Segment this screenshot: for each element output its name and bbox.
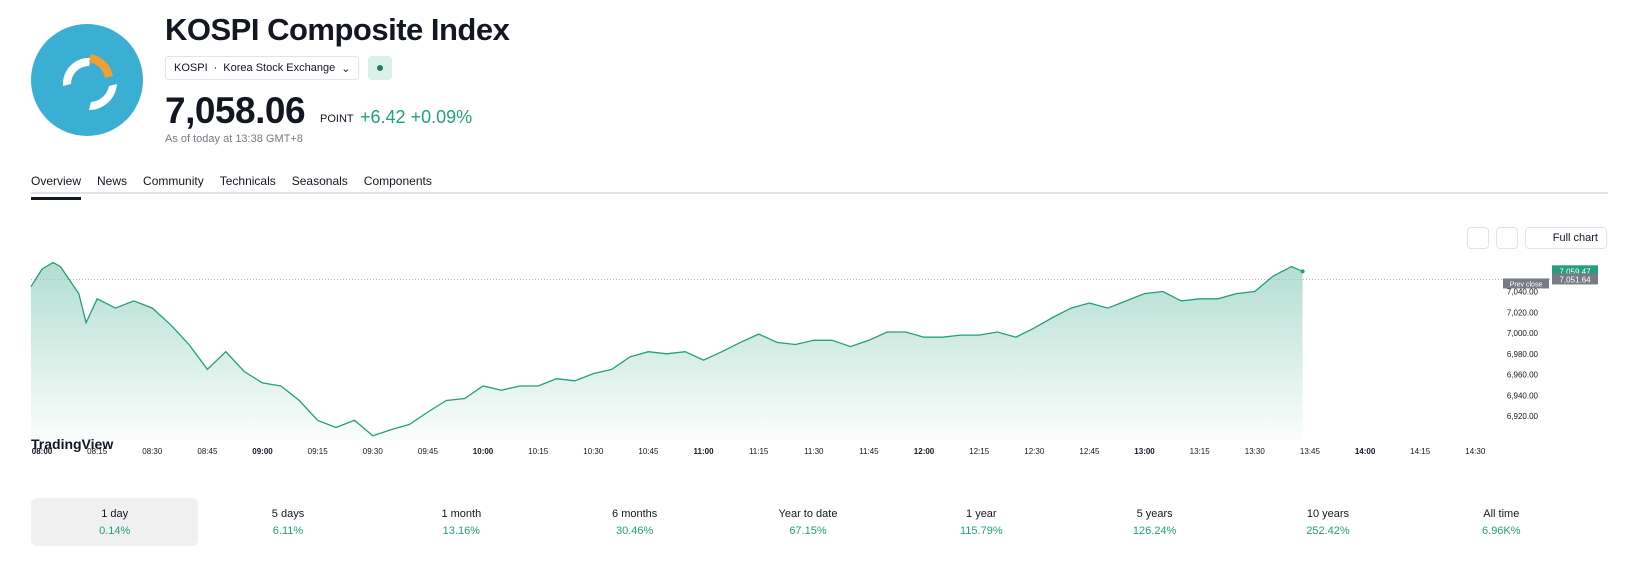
y-tick-label: 7,040.00 — [1507, 288, 1539, 297]
tab[interactable]: Overview — [31, 174, 82, 200]
period[interactable]: Year to date 67.15% — [724, 498, 891, 546]
y-tick-label: 7,020.00 — [1507, 308, 1539, 317]
x-tick-label: 13:00 — [1134, 447, 1155, 456]
unit: POINT — [320, 113, 354, 125]
x-tick-label: 12:00 — [914, 447, 935, 456]
x-tick-label: 14:00 — [1355, 447, 1376, 456]
x-tick-label: 08:30 — [142, 447, 163, 456]
tab[interactable]: Technicals — [219, 174, 276, 188]
period-label: 1 year — [966, 508, 997, 520]
x-tick-label: 08:15 — [87, 447, 108, 456]
x-tick-label: 13:45 — [1300, 447, 1321, 456]
x-tick-label: 08:45 — [197, 447, 218, 456]
period-label: Year to date — [778, 508, 838, 520]
period-label: 6 months — [612, 508, 658, 520]
symbol: KOSPI — [174, 62, 208, 74]
period-label: 10 years — [1306, 508, 1350, 520]
divider — [31, 192, 1608, 194]
line — [30, 261, 1303, 437]
period[interactable]: 5 years 126.24% — [1071, 498, 1238, 546]
x-tick-label: 11:00 — [694, 447, 715, 456]
x-tick-label: 10:30 — [583, 447, 604, 456]
tab[interactable]: Community — [143, 174, 204, 188]
status-button[interactable] — [368, 56, 392, 80]
period-label: 1 day — [101, 508, 129, 520]
x-tick-label: 10:00 — [473, 447, 494, 456]
period[interactable]: All time 6.96K% — [1418, 498, 1585, 546]
tab[interactable]: News — [97, 174, 128, 188]
tab[interactable]: Components — [363, 174, 432, 188]
tabs: Overview News Community Technicals Seasonals… — [31, 174, 432, 200]
tab[interactable]: Seasonals — [291, 174, 348, 188]
period-change: 30.46% — [615, 525, 654, 537]
y-tick-label: 7,000.00 — [1507, 329, 1539, 338]
price-badge — [1552, 273, 1598, 285]
as-of: As of today at 13:38 GMT+8 — [165, 133, 303, 145]
period-change: 13.16% — [442, 525, 480, 537]
x-tick-label: 13:15 — [1190, 447, 1211, 456]
exchange: Korea Stock Exchange — [223, 62, 336, 74]
y-tick-label: 6,980.00 — [1507, 350, 1539, 359]
brand: TradingView — [31, 436, 114, 452]
x-tick-label: 12:30 — [1024, 447, 1045, 456]
name-badge — [1503, 278, 1549, 289]
change: +6.42 +0.09% — [360, 107, 472, 128]
x-tick-label: 11:15 — [749, 447, 769, 456]
price-label: 7,051.64 — [1559, 275, 1591, 284]
period[interactable]: 1 month 13.16% — [378, 498, 545, 546]
price-label: 7,059.47 — [1559, 267, 1591, 276]
period-label: 1 month — [441, 508, 482, 520]
change-pct: +0.09% — [410, 107, 473, 127]
change-abs: +6.42 — [360, 107, 406, 127]
period[interactable]: 1 day 0.14% — [31, 498, 199, 546]
period[interactable]: 5 days 6.11% — [204, 498, 371, 546]
y-tick-label: 6,960.00 — [1507, 371, 1539, 380]
area — [31, 262, 1303, 440]
name-label: Prev close — [1510, 281, 1543, 288]
x-tick-label: 10:45 — [638, 447, 659, 456]
embed-button[interactable] — [1496, 227, 1518, 249]
periods: 1 day 0.14% 5 days 6.11% 1 month 13.16% 6 mont… — [31, 498, 1591, 546]
x-tick-label: 12:15 — [969, 447, 990, 456]
price: 7,058.06 — [165, 90, 306, 131]
period-change: 0.14% — [99, 525, 131, 537]
x-tick-label: 14:15 — [1410, 447, 1431, 456]
period[interactable]: 1 year 115.79% — [898, 498, 1065, 546]
period-change: 6.11% — [272, 525, 304, 537]
period[interactable]: 6 months 30.46% — [551, 498, 718, 546]
period-change: 126.24% — [1132, 525, 1177, 537]
x-tick-label: 09:15 — [308, 447, 329, 456]
symbol-selector[interactable]: KOSPI · Korea Stock Exchange ⌄ — [165, 56, 360, 80]
x-tick-label: 12:45 — [1079, 447, 1100, 456]
full-chart-button[interactable]: Full chart — [1525, 227, 1607, 249]
price-badge — [1552, 265, 1598, 277]
x-tick-label: 13:30 — [1245, 447, 1266, 456]
period-change: 6.96K% — [1482, 525, 1521, 537]
period-label: 5 years — [1136, 508, 1173, 520]
x-tick-label: 10:15 — [528, 447, 549, 456]
logo — [31, 24, 143, 136]
x-tick-label: 08:00 — [32, 447, 53, 456]
x-tick-label: 11:30 — [804, 447, 824, 456]
period-change: 115.79% — [960, 525, 1003, 537]
period[interactable]: 10 years 252.42% — [1244, 498, 1411, 546]
x-tick-label: 14:30 — [1465, 447, 1486, 456]
x-tick-label: 09:30 — [363, 447, 384, 456]
x-tick-label: 11:45 — [859, 447, 879, 456]
chart: 6,920.00 6,940.00 6,960.00 6,980.00 7,000.00… — [30, 261, 1598, 456]
x-tick-label: 09:00 — [252, 447, 273, 456]
period-label: All time — [1483, 508, 1520, 520]
snapshot-button[interactable] — [1467, 227, 1489, 249]
y-tick-label: 6,940.00 — [1507, 391, 1539, 400]
x-tick-label: 09:45 — [418, 447, 439, 456]
title: KOSPI Composite Index — [165, 12, 510, 47]
y-tick-label: 6,920.00 — [1507, 412, 1539, 421]
period-change: 67.15% — [789, 525, 827, 537]
period-label: 5 days — [271, 508, 305, 520]
last-point — [1300, 269, 1305, 274]
period-change: 252.42% — [1306, 525, 1350, 537]
